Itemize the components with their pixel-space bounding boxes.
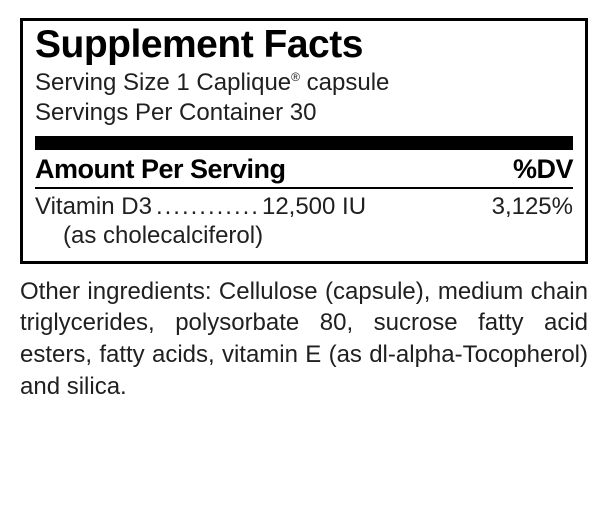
nutrient-subtext: (as cholecalciferol) xyxy=(35,222,573,251)
nutrient-name: Vitamin D3 xyxy=(35,193,152,222)
serving-block: Serving Size 1 Caplique® capsule Serving… xyxy=(35,68,573,128)
serving-size-prefix: Serving Size 1 Caplique xyxy=(35,69,291,96)
thin-divider xyxy=(35,187,573,189)
amount-per-serving-header: Amount Per Serving xyxy=(35,154,286,185)
servings-per-container: Servings Per Container 30 xyxy=(35,98,573,128)
supplement-facts-panel: Supplement Facts Serving Size 1 Caplique… xyxy=(20,18,588,264)
nutrient-row: Vitamin D3 ............ 12,500 IU 3,125% xyxy=(35,193,573,222)
registered-mark: ® xyxy=(291,70,300,84)
serving-size-line: Serving Size 1 Caplique® capsule xyxy=(35,68,573,98)
header-row: Amount Per Serving %DV xyxy=(35,154,573,185)
serving-size-suffix: capsule xyxy=(300,69,389,96)
nutrient-amount: 12,500 IU xyxy=(262,193,400,222)
leader-dots: ............ xyxy=(152,193,262,222)
panel-title: Supplement Facts xyxy=(35,25,573,66)
dv-header: %DV xyxy=(513,154,573,185)
nutrient-dv: 3,125% xyxy=(492,193,573,222)
thick-divider xyxy=(35,136,573,150)
other-ingredients: Other ingredients: Cellulose (capsule), … xyxy=(20,276,588,403)
